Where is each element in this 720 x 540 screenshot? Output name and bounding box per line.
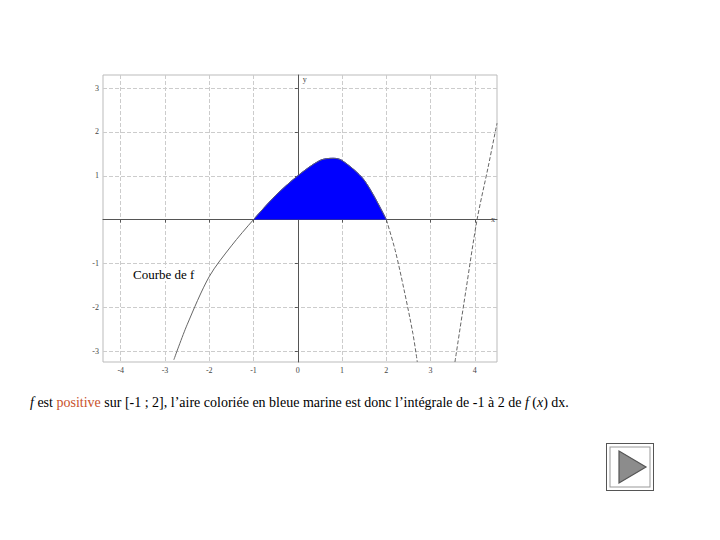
svg-text:-4: -4	[117, 366, 124, 375]
svg-text:0: 0	[296, 366, 300, 375]
svg-text:-1: -1	[250, 366, 257, 375]
svg-text:1: 1	[340, 366, 344, 375]
svg-text:2: 2	[384, 366, 388, 375]
svg-text:-1: -1	[92, 259, 99, 268]
svg-text:3: 3	[95, 84, 99, 93]
svg-text:-3: -3	[162, 366, 169, 375]
svg-text:1: 1	[95, 171, 99, 180]
svg-text:-3: -3	[92, 347, 99, 356]
html-text:f est positive sur [-1 ; 2], l: f est positive sur [-1 ; 2], l’aire colo…	[30, 395, 569, 410]
svg-text:4: 4	[473, 366, 477, 375]
svg-text:x: x	[491, 215, 495, 225]
svg-text:-2: -2	[92, 303, 99, 312]
svg-text:3: 3	[429, 366, 433, 375]
svg-text:y: y	[303, 75, 307, 84]
svg-text:2: 2	[95, 127, 99, 136]
svg-text:-2: -2	[206, 366, 213, 375]
svg-text:Courbe de f: Courbe de f	[133, 267, 195, 282]
